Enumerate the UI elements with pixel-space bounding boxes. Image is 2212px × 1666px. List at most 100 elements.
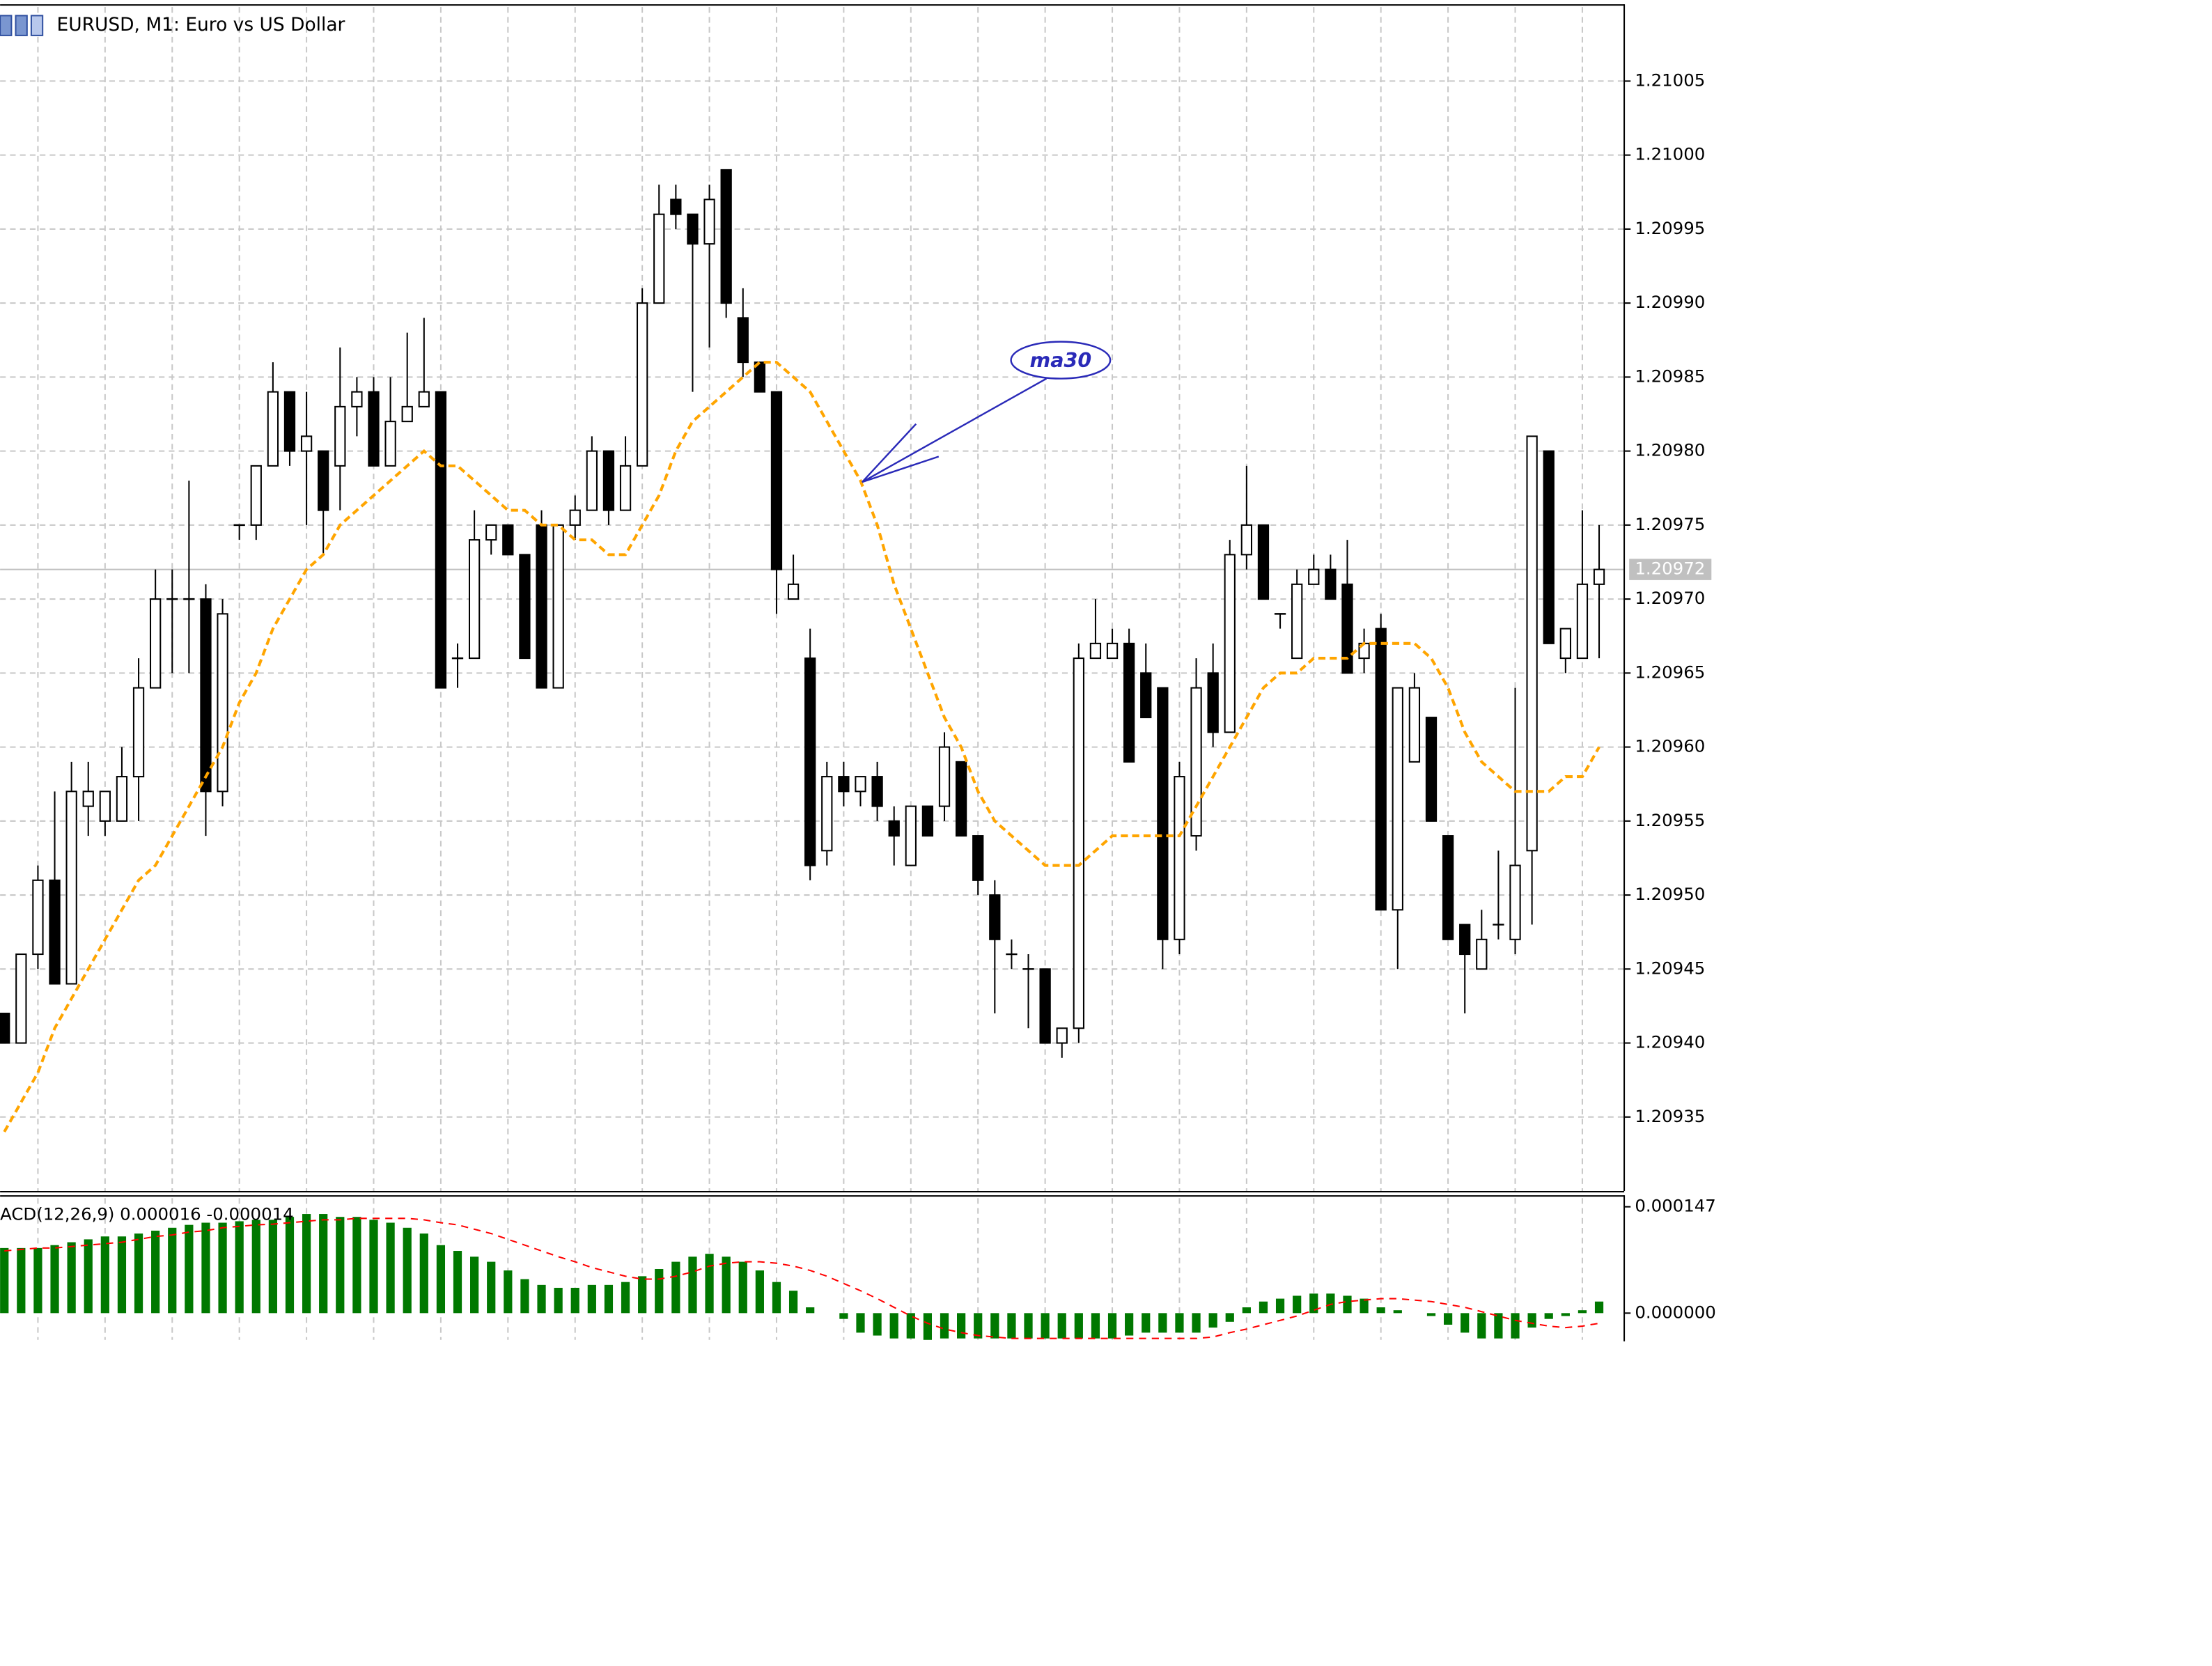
histogram-bar <box>1426 1313 1436 1316</box>
candle-body <box>1392 687 1403 911</box>
histogram-bar <box>604 1284 614 1314</box>
histogram-bar <box>268 1220 277 1314</box>
histogram-bar <box>839 1313 848 1319</box>
y-tick-label: 1.20980 <box>1635 440 1705 460</box>
histogram-bar <box>453 1251 462 1314</box>
histogram-bar <box>117 1236 127 1314</box>
candle-body <box>1308 568 1320 585</box>
histogram-bar <box>554 1287 563 1314</box>
histogram-bar <box>201 1222 210 1314</box>
candle-body <box>1559 628 1571 660</box>
histogram-bar <box>436 1245 446 1314</box>
candle-body <box>132 687 145 778</box>
histogram-bar <box>285 1217 295 1314</box>
histogram-bar <box>1326 1293 1335 1314</box>
histogram-bar <box>1142 1313 1151 1333</box>
candle-body <box>1375 628 1387 911</box>
candle-body <box>1207 672 1219 733</box>
candle-body <box>401 405 413 423</box>
candle-body <box>1089 642 1102 660</box>
candle-body <box>552 524 564 689</box>
histogram-bar <box>185 1224 194 1314</box>
candle-body <box>703 198 715 245</box>
histogram-bar <box>587 1284 596 1314</box>
histogram-bar <box>974 1313 983 1339</box>
y-tick-label: 1.20955 <box>1635 810 1705 830</box>
candle-body <box>1543 450 1555 644</box>
candle-body <box>1056 1027 1068 1044</box>
candle-body <box>955 761 967 837</box>
candle-body <box>1425 717 1438 822</box>
histogram-bar <box>218 1222 227 1314</box>
candle-body <box>418 391 430 407</box>
candle-body <box>1325 568 1337 600</box>
candle-body <box>0 1013 10 1044</box>
histogram-bar <box>671 1261 680 1314</box>
y-tick-label: 1.20995 <box>1635 218 1705 238</box>
histogram-bar <box>1225 1313 1234 1322</box>
candle-body <box>1459 924 1471 956</box>
histogram-bar <box>1461 1313 1470 1333</box>
candle-body <box>1257 524 1270 600</box>
candle-body <box>150 598 162 689</box>
candle-body <box>687 213 699 245</box>
histogram-bar <box>134 1233 143 1314</box>
histogram-bar <box>738 1261 747 1314</box>
histogram-bar <box>638 1276 647 1314</box>
candle-body <box>351 391 363 407</box>
y-tick-label: 1.20940 <box>1635 1032 1705 1052</box>
candle-body <box>1291 583 1303 660</box>
annotation-label: ma30 <box>1030 349 1092 372</box>
histogram-bar <box>352 1217 361 1314</box>
y-tick-label: 1.20970 <box>1635 588 1705 608</box>
histogram-bar <box>1527 1313 1536 1328</box>
histogram-bar <box>1309 1293 1318 1314</box>
histogram-bar <box>386 1222 395 1314</box>
candle-body <box>821 776 833 852</box>
histogram-bar <box>419 1233 428 1314</box>
histogram-bar <box>755 1270 764 1314</box>
histogram-bar <box>1360 1298 1369 1314</box>
histogram-bar <box>856 1313 865 1333</box>
candle-body <box>300 435 313 452</box>
candle-body <box>217 613 228 793</box>
y-tick-label: 1.20985 <box>1635 366 1705 386</box>
candle-body <box>1224 554 1236 733</box>
histogram-bar <box>923 1313 933 1340</box>
candle-body <box>787 583 800 600</box>
histogram-bar <box>1578 1310 1587 1314</box>
y-tick-label: 1.20950 <box>1635 884 1705 904</box>
candle-body <box>1593 568 1605 585</box>
histogram-bar <box>319 1214 328 1314</box>
histogram-bar <box>873 1313 882 1336</box>
candle-body <box>602 450 615 511</box>
candle-body <box>468 539 481 660</box>
candle-body <box>1240 524 1253 556</box>
histogram-bar <box>806 1307 815 1314</box>
histogram-bar <box>1393 1310 1402 1314</box>
moving-average-line <box>3 361 1600 1133</box>
candle-body <box>283 391 296 452</box>
histogram-bar <box>369 1220 378 1314</box>
histogram-bar <box>336 1217 345 1314</box>
histogram-bar <box>1024 1313 1033 1339</box>
candle-body <box>384 421 396 467</box>
candle-body <box>435 391 447 689</box>
candle-body <box>972 835 984 881</box>
candle-body <box>485 524 497 541</box>
histogram-bar <box>100 1236 109 1314</box>
candle-body <box>368 391 380 467</box>
candle-body <box>619 465 632 511</box>
histogram-bar <box>722 1256 731 1314</box>
candle-body <box>1442 835 1454 940</box>
histogram-bar <box>788 1291 798 1314</box>
y-tick-label: 1.21000 <box>1635 144 1705 164</box>
candle-body <box>1174 776 1185 940</box>
candle-body <box>989 894 1001 940</box>
histogram-bar <box>1343 1295 1352 1314</box>
grid-layer <box>0 7 1624 1340</box>
y-tick-label: 1.20935 <box>1635 1106 1705 1126</box>
histogram-bar <box>1107 1313 1117 1339</box>
